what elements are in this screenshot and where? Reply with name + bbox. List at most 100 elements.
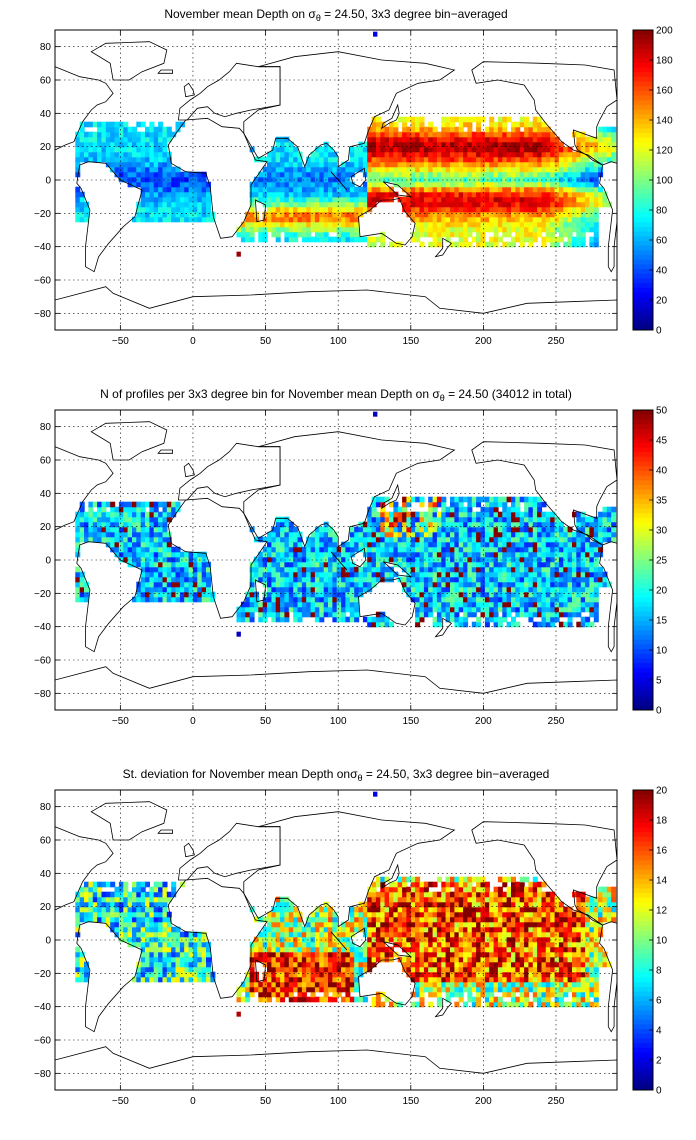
data-cell [489, 181, 495, 188]
data-cell [97, 891, 103, 898]
data-cell [445, 611, 451, 618]
data-cell [323, 521, 329, 528]
colorbar-segment [633, 691, 653, 697]
data-cell [319, 226, 325, 233]
data-cell [271, 541, 277, 548]
data-cell [480, 166, 486, 173]
data-cell [136, 531, 142, 538]
data-cell [79, 901, 85, 908]
data-cell [314, 196, 320, 203]
data-cell [393, 166, 399, 173]
data-cell [545, 186, 551, 193]
data-cell [328, 161, 333, 168]
data-cell [506, 526, 512, 533]
data-cell [306, 581, 312, 588]
data-cell [123, 896, 129, 903]
data-cell [445, 231, 451, 238]
data-cell [480, 221, 486, 228]
data-cell [345, 176, 351, 183]
data-cell [127, 171, 133, 178]
data-cell [515, 561, 521, 568]
data-cell [375, 536, 381, 543]
data-cell [458, 586, 464, 593]
data-cell [158, 881, 164, 888]
data-cell [158, 161, 164, 168]
data-cell [593, 526, 599, 533]
data-cell [380, 236, 386, 243]
data-cell [341, 546, 347, 553]
data-cell [297, 571, 303, 578]
data-cell [140, 196, 146, 203]
data-cell [528, 191, 534, 198]
data-cell [375, 236, 381, 243]
data-cell [297, 596, 303, 603]
data-cell [88, 911, 94, 918]
data-cell [471, 116, 477, 123]
data-cell [275, 981, 281, 988]
data-cell [476, 541, 482, 548]
data-cell [502, 566, 508, 573]
data-cell [532, 176, 538, 183]
data-cell [598, 136, 604, 143]
data-cell [280, 151, 286, 158]
data-cell [511, 211, 516, 218]
data-cell [397, 161, 403, 168]
data-cell [332, 236, 338, 243]
data-cell [454, 571, 460, 578]
data-cell [471, 221, 477, 228]
data-cell [153, 191, 159, 198]
data-cell [375, 161, 381, 168]
data-cell [532, 201, 538, 208]
colorbar-segment [633, 578, 653, 584]
data-cell [402, 576, 408, 583]
data-cell [114, 916, 120, 923]
data-cell [406, 196, 412, 203]
data-cell [589, 566, 595, 573]
data-cell [197, 961, 203, 968]
data-cell [367, 181, 373, 188]
data-cell [502, 136, 508, 143]
data-cell [419, 166, 425, 173]
data-cell [367, 561, 373, 568]
data-cell [419, 566, 425, 573]
data-cell [79, 521, 85, 528]
data-cell [184, 586, 190, 593]
data-cell [166, 936, 172, 943]
data-cell [580, 201, 586, 208]
data-cell [267, 991, 272, 998]
data-cell [123, 541, 129, 548]
data-cell [323, 566, 329, 573]
data-cell [288, 171, 294, 178]
data-cell [101, 501, 107, 508]
data-cell [249, 191, 255, 198]
data-cell [515, 171, 521, 178]
data-cell [445, 201, 451, 208]
data-cell [171, 936, 177, 943]
data-cell [406, 166, 412, 173]
data-cell [319, 541, 325, 548]
data-cell [528, 551, 534, 558]
data-cell [445, 576, 451, 583]
data-cell [558, 571, 564, 578]
data-cell [454, 546, 460, 553]
data-cell [293, 581, 299, 588]
data-cell [558, 586, 564, 593]
data-cell [306, 591, 312, 598]
data-cell [484, 506, 490, 513]
data-cell [319, 551, 325, 558]
data-cell [166, 566, 172, 573]
data-cell [306, 236, 312, 243]
data-cell [114, 526, 120, 533]
data-cell [493, 551, 499, 558]
data-cell [136, 121, 142, 128]
data-cell [284, 596, 290, 603]
data-cell [506, 496, 512, 503]
colorbar-segment [633, 67, 653, 73]
data-cell [284, 161, 290, 168]
data-cell [345, 216, 351, 223]
data-cell [502, 496, 508, 503]
data-cell [105, 541, 111, 548]
data-cell [354, 536, 360, 543]
data-cell [206, 211, 211, 218]
data-cell [476, 221, 482, 228]
